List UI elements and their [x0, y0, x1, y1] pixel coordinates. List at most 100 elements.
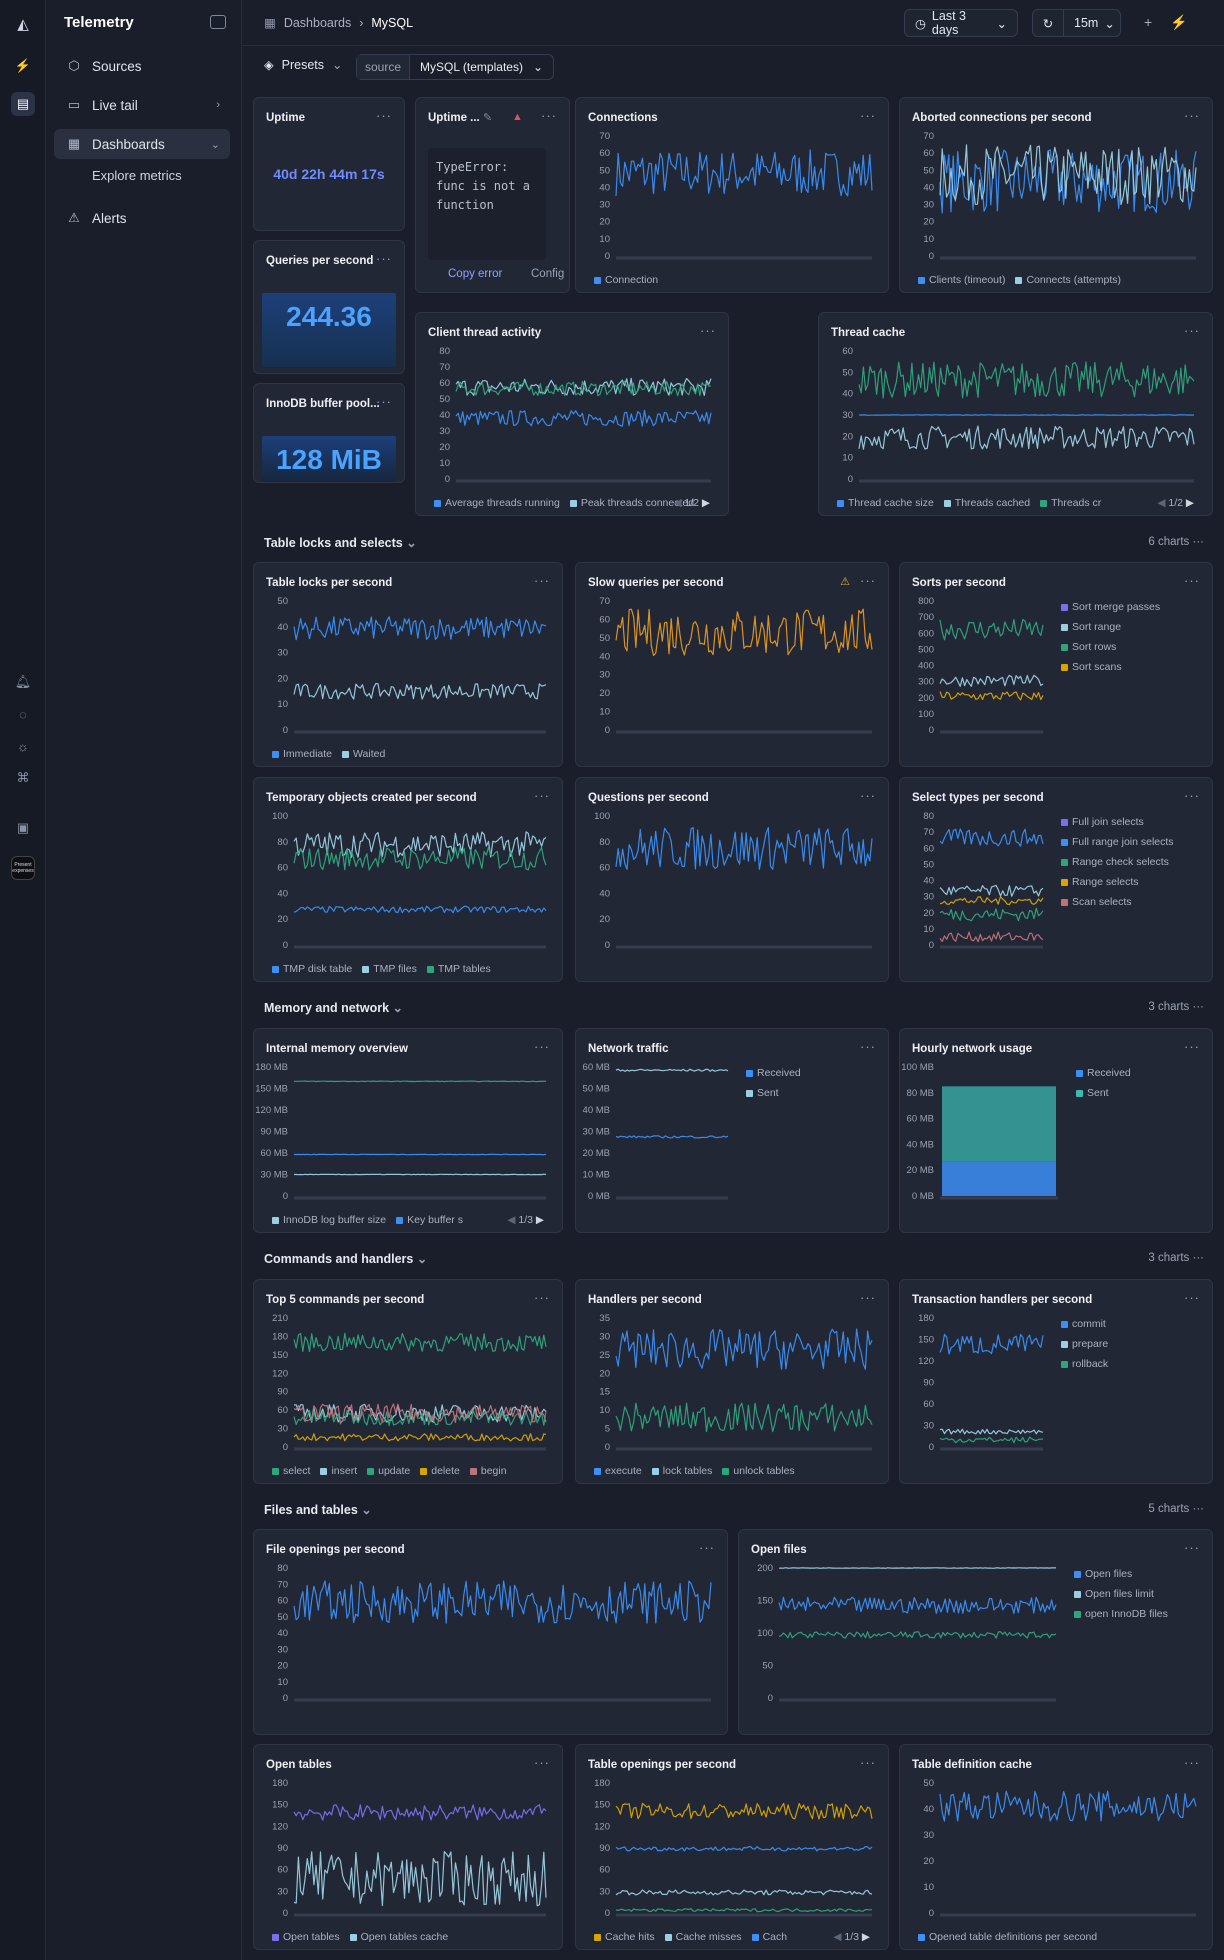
- legend-item[interactable]: Range check selects: [1061, 856, 1174, 868]
- legend-item[interactable]: Sent: [746, 1087, 801, 1099]
- next-page-icon[interactable]: ▶: [533, 1214, 544, 1226]
- legend-item[interactable]: Average threads running: [434, 497, 560, 509]
- telemetry-app-icon[interactable]: ▤: [11, 92, 35, 116]
- legend-item[interactable]: select: [272, 1465, 310, 1477]
- legend-item[interactable]: execute: [594, 1465, 642, 1477]
- nav-item-explore-metrics[interactable]: Explore metrics: [92, 168, 182, 183]
- legend-item[interactable]: open InnoDB files: [1074, 1608, 1168, 1620]
- legend-item[interactable]: TMP tables: [426, 963, 491, 975]
- legend-item[interactable]: update: [367, 1465, 410, 1477]
- legend-item[interactable]: Immediate: [272, 748, 332, 760]
- legend-item[interactable]: Open tables cache: [349, 1931, 448, 1943]
- legend-item[interactable]: Sent: [1076, 1087, 1131, 1099]
- source-select[interactable]: source MySQL (templates) ⌄: [356, 54, 555, 80]
- legend-item[interactable]: Received: [1076, 1067, 1131, 1079]
- legend-pager[interactable]: ◀ 1/2 ▶: [1157, 497, 1194, 509]
- copy-error-button[interactable]: Copy error: [448, 268, 503, 280]
- more-icon[interactable]: ···: [534, 1039, 550, 1054]
- bolt-icon[interactable]: ⚡: [1170, 14, 1188, 30]
- more-icon[interactable]: ···: [376, 108, 392, 123]
- legend-item[interactable]: Open files: [1074, 1568, 1168, 1580]
- legend-item[interactable]: Sort range: [1061, 621, 1160, 633]
- nav-item-alerts[interactable]: ⚠ Alerts: [54, 203, 230, 233]
- presets-button[interactable]: ◈ Presets ⌄: [264, 57, 343, 73]
- legend-item[interactable]: Cach: [751, 1931, 787, 1943]
- prev-page-icon[interactable]: ◀: [507, 1214, 519, 1226]
- more-icon[interactable]: ···: [860, 573, 876, 588]
- prev-page-icon[interactable]: ◀: [1157, 497, 1169, 509]
- more-icon[interactable]: ···: [699, 1540, 715, 1555]
- next-page-icon[interactable]: ▶: [699, 497, 710, 509]
- legend-item[interactable]: Sort scans: [1061, 661, 1160, 673]
- legend-pager[interactable]: ◀ 1/2 ▶: [673, 497, 710, 509]
- legend-item[interactable]: Cache hits: [594, 1931, 655, 1943]
- section-commands-handlers[interactable]: Commands and handlers ⌄: [264, 1251, 427, 1266]
- more-icon[interactable]: ···: [1192, 536, 1205, 548]
- breadcrumb-parent[interactable]: Dashboards: [283, 15, 352, 30]
- more-icon[interactable]: ···: [534, 788, 550, 803]
- legend-pager[interactable]: ◀ 1/3 ▶: [507, 1214, 544, 1226]
- legend-item[interactable]: Waited: [342, 748, 385, 760]
- more-icon[interactable]: ···: [376, 394, 392, 409]
- more-icon[interactable]: ···: [1184, 573, 1200, 588]
- chat-icon[interactable]: ◌: [19, 706, 27, 722]
- more-icon[interactable]: ···: [860, 108, 876, 123]
- more-icon[interactable]: ···: [860, 1755, 876, 1770]
- more-icon[interactable]: ···: [1192, 1001, 1205, 1013]
- image-icon[interactable]: ▣: [16, 820, 30, 835]
- legend-item[interactable]: TMP files: [362, 963, 417, 975]
- section-files-tables[interactable]: Files and tables ⌄: [264, 1502, 372, 1517]
- legend-item[interactable]: Thread cache size: [837, 497, 934, 509]
- legend-item[interactable]: Clients (timeout): [918, 274, 1005, 286]
- legend-item[interactable]: Threads cached: [943, 497, 1030, 509]
- more-icon[interactable]: ···: [1184, 108, 1200, 123]
- more-icon[interactable]: ···: [534, 1755, 550, 1770]
- legend-item[interactable]: Connection: [594, 274, 658, 286]
- more-icon[interactable]: ···: [860, 1039, 876, 1054]
- more-icon[interactable]: ···: [1192, 1503, 1205, 1515]
- more-icon[interactable]: ···: [1184, 1755, 1200, 1770]
- more-icon[interactable]: ···: [376, 251, 392, 266]
- config-button[interactable]: Config: [531, 268, 565, 280]
- more-icon[interactable]: ···: [534, 573, 550, 588]
- integrations-icon[interactable]: ⌘: [16, 770, 30, 785]
- more-icon[interactable]: ···: [860, 788, 876, 803]
- more-icon[interactable]: ···: [1184, 1290, 1200, 1305]
- prev-page-icon[interactable]: ◀: [673, 497, 685, 509]
- legend-item[interactable]: Peak threads connected: [569, 497, 694, 509]
- prev-page-icon[interactable]: ◀: [833, 1931, 845, 1943]
- sun-icon[interactable]: ☼: [17, 738, 29, 754]
- more-icon[interactable]: ···: [700, 323, 716, 338]
- more-icon[interactable]: ···: [541, 108, 557, 123]
- more-icon[interactable]: ···: [1184, 1540, 1200, 1555]
- legend-item[interactable]: Full range join selects: [1061, 836, 1174, 848]
- legend-item[interactable]: Open tables: [272, 1931, 340, 1943]
- legend-pager[interactable]: ◀ 1/3 ▶: [833, 1931, 870, 1943]
- next-page-icon[interactable]: ▶: [859, 1931, 870, 1943]
- legend-item[interactable]: lock tables: [651, 1465, 712, 1477]
- legend-item[interactable]: Key buffer s: [396, 1214, 463, 1226]
- legend-item[interactable]: TMP disk table: [272, 963, 352, 975]
- more-icon[interactable]: ···: [1184, 323, 1200, 338]
- legend-item[interactable]: Sort rows: [1061, 641, 1160, 653]
- edit-icon[interactable]: ✎: [483, 112, 493, 124]
- legend-item[interactable]: commit: [1061, 1318, 1108, 1330]
- legend-item[interactable]: unlock tables: [722, 1465, 795, 1477]
- nav-item-dashboards[interactable]: ▦ Dashboards ⌄: [54, 129, 230, 159]
- bolt-app-icon[interactable]: ⚡: [14, 58, 32, 73]
- section-table-locks[interactable]: Table locks and selects ⌄: [264, 535, 417, 550]
- legend-item[interactable]: delete: [420, 1465, 460, 1477]
- nav-item-live-tail[interactable]: ▭ Live tail ›: [54, 90, 230, 120]
- add-icon[interactable]: +: [1144, 14, 1153, 30]
- legend-item[interactable]: Cache misses: [664, 1931, 742, 1943]
- legend-item[interactable]: Connects (attempts): [1015, 274, 1121, 286]
- legend-item[interactable]: Scan selects: [1061, 896, 1174, 908]
- refresh-button[interactable]: ↻: [1032, 9, 1064, 37]
- bell-icon[interactable]: 🔔︎: [14, 674, 32, 689]
- legend-item[interactable]: insert: [320, 1465, 357, 1477]
- legend-item[interactable]: begin: [469, 1465, 507, 1477]
- legend-item[interactable]: Threads cr: [1040, 497, 1101, 509]
- legend-item[interactable]: rollback: [1061, 1358, 1108, 1370]
- more-icon[interactable]: ···: [1184, 788, 1200, 803]
- legend-item[interactable]: Received: [746, 1067, 801, 1079]
